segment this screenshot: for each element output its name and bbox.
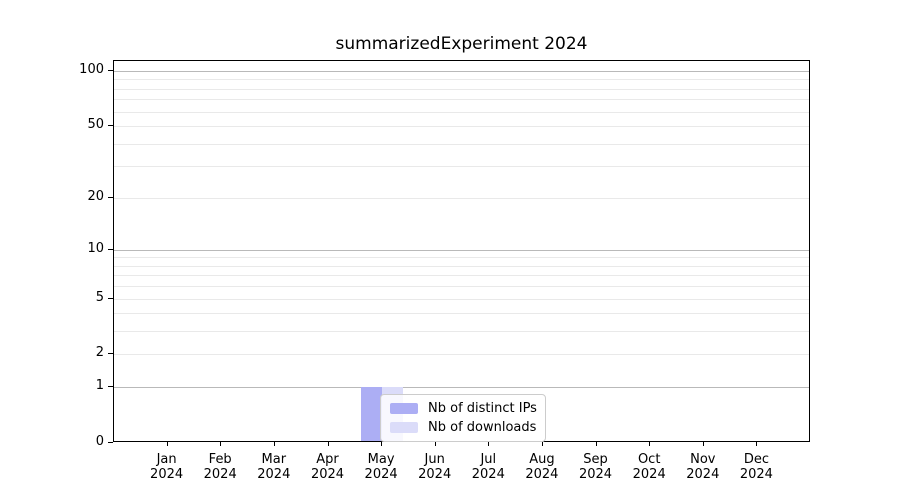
x-tick-label: Jun 2024 [418,452,452,482]
y-gridline-minor [114,354,809,356]
x-tick-label: Dec 2024 [739,452,773,482]
y-gridline-minor [114,126,809,128]
y-tick [108,353,113,355]
y-gridline-major [114,249,809,251]
y-tick [108,70,113,71]
x-tick [488,442,490,446]
x-tick-label: Sep 2024 [578,452,613,482]
legend-swatch-distinct-ips [390,403,418,414]
x-tick-label: Feb 2024 [203,452,237,482]
y-gridline-minor [114,111,809,113]
x-tick-label: Apr 2024 [310,452,345,482]
plot-area: Nb of distinct IPs Nb of downloads [113,60,810,442]
y-tick-label: 1 [95,378,104,394]
y-tick-label: 50 [87,117,104,133]
y-gridline-minor [114,298,809,300]
y-gridline-major [114,71,809,72]
y-tick-label: 2 [95,345,104,361]
x-tick-label: Oct 2024 [632,452,666,482]
x-tick-label: Jan 2024 [150,452,184,482]
chart-title: summarizedExperiment 2024 [335,34,588,54]
legend-entry-distinct-ips: Nb of distinct IPs [390,401,537,416]
x-tick [273,442,275,446]
y-gridline-major [114,387,809,389]
y-tick [108,297,113,299]
y-gridline-minor [114,88,809,90]
y-gridline-minor [114,275,809,277]
y-tick [108,442,113,443]
x-tick [541,442,543,446]
y-gridline-minor [114,99,809,101]
bar-nb-of-distinct-ips [361,387,383,441]
y-tick-label: 0 [95,434,104,449]
x-tick-label: May 2024 [364,452,398,482]
legend: Nb of distinct IPs Nb of downloads [380,394,546,442]
x-tick [327,442,329,446]
y-tick-label: 20 [87,188,104,204]
x-tick [166,442,168,446]
legend-label-downloads: Nb of downloads [428,420,537,435]
y-tick-label: 5 [95,289,104,305]
y-tick-label: 10 [87,240,104,256]
x-tick [220,442,222,446]
y-tick [108,196,113,198]
y-gridline-minor [114,286,809,288]
legend-entry-downloads: Nb of downloads [390,420,536,435]
y-tick [108,386,113,388]
y-gridline-minor [114,79,809,81]
x-tick-label: Nov 2024 [686,452,720,482]
x-tick [595,442,597,446]
x-tick [381,442,383,446]
y-tick-label: 100 [79,62,104,77]
y-gridline-minor [114,265,809,267]
y-gridline-minor [114,331,809,333]
y-tick [108,125,113,127]
legend-label-distinct-ips: Nb of distinct IPs [428,401,537,416]
x-tick [702,442,704,446]
y-gridline-minor [114,197,809,199]
y-gridline-minor [114,257,809,259]
x-tick [434,442,436,446]
x-tick [649,442,651,446]
x-tick-label: Aug 2024 [525,452,559,482]
legend-swatch-downloads [390,422,418,433]
y-gridline-minor [114,313,809,315]
y-gridline-minor [114,143,809,145]
x-tick-label: Jul 2024 [471,452,505,482]
y-tick [108,248,113,250]
y-gridline-minor [114,166,809,168]
x-tick-label: Mar 2024 [257,452,291,482]
x-tick [756,442,758,446]
